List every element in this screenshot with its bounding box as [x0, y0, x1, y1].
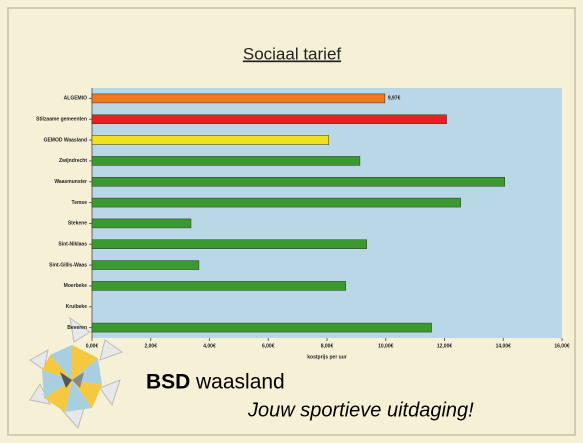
x-tick-label: 10,00€ [378, 343, 394, 349]
x-tick-label: 8,00€ [321, 343, 334, 349]
bar [91, 260, 200, 270]
x-tick-label: 4,00€ [203, 343, 216, 349]
y-tick-label: Sint-Niklaas [58, 242, 87, 248]
x-tick-label: 6,00€ [262, 343, 275, 349]
y-tick-label: Kruibeke [66, 304, 88, 310]
x-tick-label: 12,00€ [437, 343, 453, 349]
slogan: Jouw sportieve uitdaging! [247, 399, 474, 421]
bar [91, 218, 192, 229]
bar [91, 239, 367, 249]
y-tick-label: Sint-Gillis-Waas [49, 262, 87, 268]
bar [91, 93, 386, 104]
y-tick-label: Stilzaame gemeenten [36, 117, 87, 123]
y-tick-label: ALGEMIO [64, 96, 87, 102]
chart-title: Sociaal tarief [243, 44, 342, 63]
y-tick-label: GEMOD Waasland [44, 137, 87, 143]
brand-rest: waasland [195, 371, 285, 394]
x-tick-label: 2,00€ [144, 343, 157, 349]
value-label: 9,97€ [388, 96, 401, 102]
bar [91, 197, 461, 208]
bar [91, 281, 347, 291]
y-tick-label: Moerbeke [64, 283, 88, 289]
logo-mark [29, 316, 124, 430]
bar [91, 177, 505, 187]
x-tick-label: 0,00€ [86, 343, 99, 349]
x-tick-label: 16,00€ [554, 343, 570, 349]
bar [91, 135, 330, 145]
bar [91, 156, 361, 166]
y-tick-label: Zwijndrecht [59, 158, 87, 164]
plot-area [92, 88, 562, 338]
x-tick-label: 14,00€ [496, 343, 512, 349]
frame [7, 7, 576, 436]
x-axis-label: kostprijs per uur [307, 354, 347, 360]
y-tick-label: Stekene [68, 221, 87, 227]
brand-bold: BSD [146, 371, 190, 394]
y-tick-label: Beveren [67, 325, 87, 331]
bar [91, 322, 432, 333]
y-tick-label: Waasmunster [54, 179, 87, 185]
bar [91, 114, 447, 124]
y-tick-label: Temse [72, 200, 88, 206]
